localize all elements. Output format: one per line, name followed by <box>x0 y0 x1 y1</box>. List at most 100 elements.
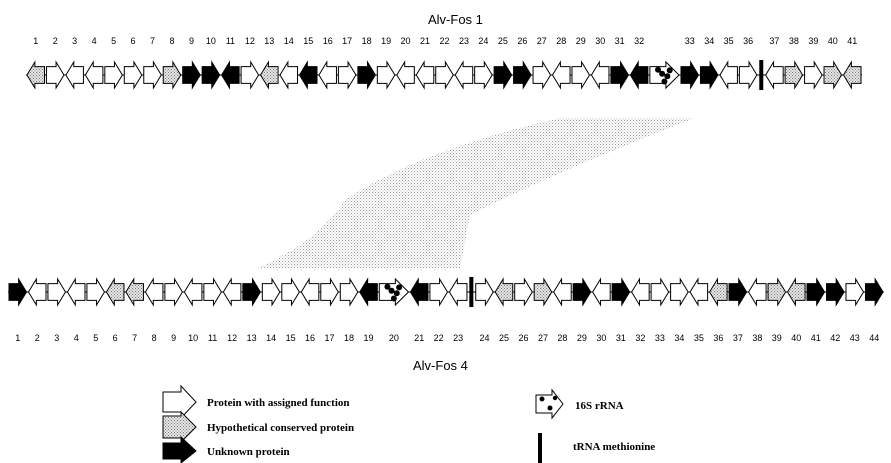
bottom-gene-arrow-34 <box>670 277 689 307</box>
top-gene-arrow-4 <box>84 60 104 90</box>
top-rrna-dot <box>661 78 668 85</box>
bottom-gene-label: 31 <box>616 333 626 343</box>
top-gene-label: 18 <box>362 36 372 46</box>
bottom-gene-arrow-8 <box>144 277 164 307</box>
bottom-gene-arrow-31 <box>611 277 631 307</box>
top-gene-arrow-27 <box>532 60 552 90</box>
bottom-gene-arrow-15 <box>281 277 300 307</box>
top-gene-arrow-34 <box>699 60 719 90</box>
top-rrna-dot <box>655 66 662 73</box>
bottom-genome-title: Alv-Fos 4 <box>413 358 468 373</box>
top-gene-label: 13 <box>264 36 274 46</box>
legend-label-hypothetical: Hypothetical conserved protein <box>207 422 354 434</box>
bottom-gene-arrow-22 <box>429 277 449 307</box>
top-gene-label: 9 <box>189 36 194 46</box>
bottom-gene-arrow-9 <box>164 277 184 307</box>
legend-item-trna: tRNA methionine <box>538 433 655 463</box>
bottom-gene-label: 43 <box>850 333 860 343</box>
bottom-gene-label: 39 <box>772 333 782 343</box>
assigned-arrow-icon <box>162 384 197 420</box>
top-gene-label: 33 <box>685 36 695 46</box>
bottom-gene-label: 20 <box>389 333 399 343</box>
synteny-region <box>258 118 695 268</box>
top-rrna-dot <box>659 70 666 77</box>
bottom-gene-label: 38 <box>752 333 762 343</box>
bottom-gene-label: 34 <box>674 333 684 343</box>
bottom-gene-label: 23 <box>453 333 463 343</box>
bottom-gene-label: 26 <box>518 333 528 343</box>
top-gene-label: 25 <box>498 36 508 46</box>
bottom-gene-label: 40 <box>791 333 801 343</box>
trna-bar-icon <box>538 433 542 463</box>
top-gene-arrow-18 <box>357 60 376 90</box>
rrna-dot-icon <box>552 395 558 401</box>
rrna-dot-icon <box>539 396 545 402</box>
top-gene-arrow-32 <box>629 60 649 90</box>
legend-label-unknown: Unknown protein <box>207 446 290 458</box>
bottom-gene-label: 13 <box>247 333 257 343</box>
bottom-gene-label: 6 <box>113 333 118 343</box>
bottom-gene-label: 18 <box>344 333 354 343</box>
top-gene-label: 1 <box>33 36 38 46</box>
bottom-gene-arrow-27 <box>533 277 553 307</box>
bottom-gene-arrow-37 <box>728 277 748 307</box>
bottom-gene-label: 5 <box>93 333 98 343</box>
top-gene-label: 22 <box>439 36 449 46</box>
bottom-gene-arrow-40 <box>786 277 806 307</box>
bottom-gene-arrow-16 <box>300 277 320 307</box>
legend-item-rrna: 16S rRNA <box>535 388 624 420</box>
top-gene-arrow-28 <box>551 60 571 90</box>
top-gene-label: 15 <box>303 36 313 46</box>
top-gene-arrow-35 <box>719 60 738 90</box>
bottom-gene-arrow-21 <box>409 277 429 307</box>
top-gene-arrow-20 <box>396 60 415 90</box>
bottom-gene-arrow-2 <box>27 277 47 307</box>
top-gene-arrow-17 <box>337 60 357 90</box>
top-gene-label: 27 <box>537 36 547 46</box>
top-gene-arrow-2 <box>45 60 65 90</box>
top-gene-arrow-24 <box>474 60 493 90</box>
rrna-arrow-icon <box>535 388 564 420</box>
bottom-rrna-dot <box>388 287 395 294</box>
bottom-gene-arrow-29 <box>572 277 592 307</box>
top-gene-label: 3 <box>72 36 77 46</box>
top-gene-label: 31 <box>615 36 625 46</box>
top-gene-arrow-33 <box>680 60 700 90</box>
top-gene-label: 7 <box>150 36 155 46</box>
top-gene-label: 11 <box>226 36 235 46</box>
bottom-gene-arrow-14 <box>261 277 281 307</box>
synteny-band <box>258 118 695 268</box>
bottom-rrna-dot <box>390 295 397 302</box>
bottom-gene-label: 1 <box>15 333 20 343</box>
top-gene-arrow-7 <box>143 60 162 90</box>
bottom-gene-arrow-4 <box>66 277 86 307</box>
bottom-gene-label: 8 <box>152 333 157 343</box>
bottom-gene-arrow-5 <box>86 277 106 307</box>
top-gene-label: 28 <box>556 36 566 46</box>
bottom-gene-label: 11 <box>208 333 217 343</box>
bottom-gene-arrow-18 <box>339 277 359 307</box>
top-gene-arrow-19 <box>376 60 396 90</box>
bottom-gene-label: 33 <box>655 333 665 343</box>
legend-label-assigned: Protein with assigned function <box>207 397 350 409</box>
top-gene-label: 38 <box>789 36 799 46</box>
top-gene-label: 41 <box>847 36 857 46</box>
top-gene-label: 30 <box>595 36 605 46</box>
bottom-gene-arrow-12 <box>222 277 242 307</box>
top-gene-track: 1 2 3 4 5 6 7 8 9 10 11 12 13 14 15 16 17 18 19 20 21 22 23 24 2… <box>26 36 862 90</box>
bottom-gene-arrow-19 <box>359 277 378 307</box>
legend-label-rrna: 16S rRNA <box>575 400 624 412</box>
top-gene-label: 4 <box>92 36 97 46</box>
top-gene-arrow-15 <box>298 60 318 90</box>
legend-label-trna: tRNA methionine <box>573 441 655 453</box>
bottom-gene-arrow-11 <box>203 277 222 307</box>
top-gene-label: 8 <box>169 36 174 46</box>
top-gene-label: 20 <box>401 36 411 46</box>
bottom-gene-label: 3 <box>54 333 59 343</box>
bottom-gene-label: 36 <box>713 333 723 343</box>
top-gene-label: 19 <box>381 36 391 46</box>
bottom-gene-label: 21 <box>414 333 424 343</box>
bottom-gene-label: 28 <box>557 333 567 343</box>
bottom-gene-label: 35 <box>694 333 704 343</box>
bottom-gene-label: 27 <box>538 333 548 343</box>
